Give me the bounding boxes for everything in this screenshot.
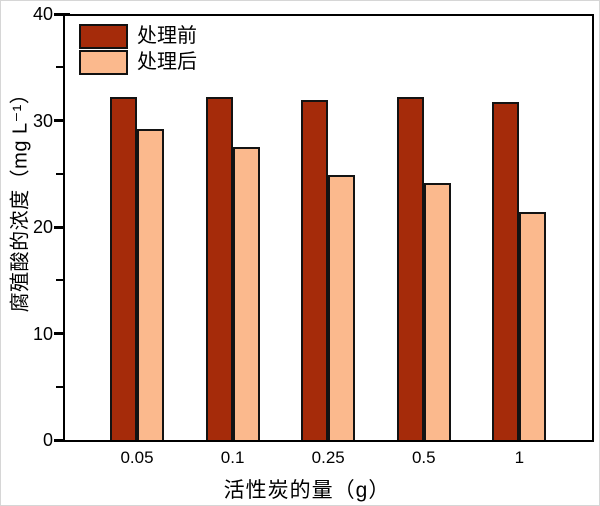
legend: 处理前 处理后 bbox=[79, 24, 197, 76]
y-major-tick bbox=[54, 119, 70, 122]
bar-series1-cat4 bbox=[519, 212, 547, 440]
y-major-tick bbox=[54, 438, 70, 442]
x-tick-label: 0.5 bbox=[411, 448, 436, 467]
legend-item-before: 处理前 bbox=[79, 24, 197, 49]
legend-swatch-before-icon bbox=[79, 24, 128, 49]
x-tick-label: 1 bbox=[514, 448, 525, 467]
plot-area bbox=[63, 14, 594, 442]
y-major-tick bbox=[54, 12, 70, 16]
bar-series0-cat2 bbox=[301, 100, 329, 440]
legend-swatch-after-icon bbox=[79, 50, 128, 75]
y-tick-label: 0 bbox=[42, 430, 53, 450]
y-minor-tick bbox=[56, 279, 64, 282]
y-tick-label: 20 bbox=[32, 217, 53, 237]
bar-series0-cat4 bbox=[492, 102, 520, 440]
legend-label-before: 处理前 bbox=[137, 25, 197, 47]
bar-series1-cat0 bbox=[137, 129, 164, 440]
x-tick-label: 0.25 bbox=[311, 448, 345, 467]
legend-label-after: 处理后 bbox=[137, 51, 197, 73]
y-tick-label: 30 bbox=[32, 110, 53, 131]
y-axis-title: 腐殖酸的浓度（mg L⁻¹） bbox=[9, 83, 32, 313]
bar-series0-cat0 bbox=[110, 97, 137, 440]
y-major-tick bbox=[54, 332, 70, 335]
y-tick-label: 10 bbox=[32, 323, 53, 344]
bar-series1-cat3 bbox=[423, 183, 451, 440]
y-minor-tick bbox=[56, 172, 64, 175]
legend-item-after: 处理后 bbox=[79, 50, 197, 75]
y-major-tick bbox=[54, 225, 70, 229]
x-axis-title: 活性炭的量（g） bbox=[223, 479, 391, 502]
y-minor-tick bbox=[56, 66, 64, 69]
bar-series1-cat1 bbox=[232, 147, 260, 440]
bar-series0-cat3 bbox=[396, 97, 424, 440]
x-tick-label: 0.1 bbox=[220, 448, 245, 467]
bar-series1-cat2 bbox=[328, 175, 356, 440]
y-tick-label: 40 bbox=[32, 4, 53, 24]
y-minor-tick bbox=[56, 385, 64, 388]
x-tick-label: 0.05 bbox=[120, 448, 154, 467]
bar-series0-cat1 bbox=[205, 97, 233, 440]
